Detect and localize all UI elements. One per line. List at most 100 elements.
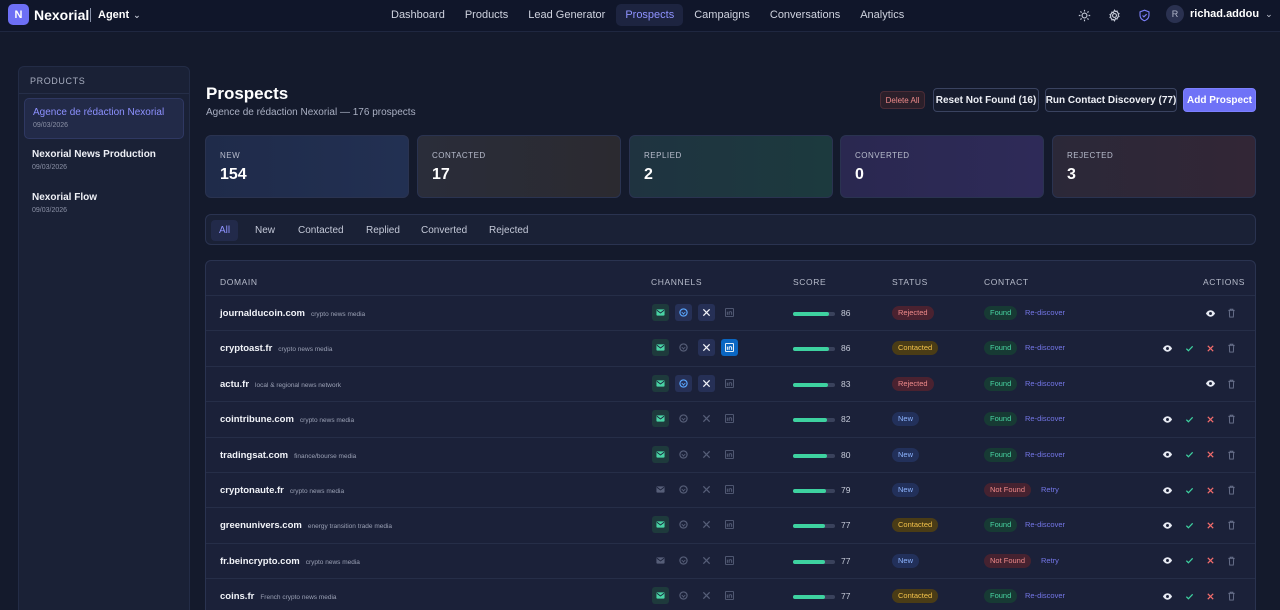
x-icon[interactable] — [698, 446, 715, 463]
nav-item-dashboard[interactable]: Dashboard — [391, 9, 445, 21]
run-contact-discovery-button[interactable]: Run Contact Discovery (77) — [1045, 88, 1177, 112]
nav-item-lead-generator[interactable]: Lead Generator — [528, 9, 606, 21]
bluesky-icon[interactable] — [675, 339, 692, 356]
email-icon[interactable] — [652, 374, 669, 392]
status-badge[interactable]: Rejected — [892, 376, 934, 391]
re-discover-link[interactable]: Re-discover — [1025, 414, 1066, 424]
status-badge[interactable]: Contacted — [892, 518, 939, 533]
retry-link[interactable]: Retry — [1041, 555, 1059, 565]
domain-cell[interactable]: cryptonaute.fr crypto news media — [220, 485, 344, 496]
nav-item-analytics[interactable]: Analytics — [860, 9, 905, 21]
status-badge[interactable]: New — [892, 412, 920, 427]
retry-link[interactable]: Retry — [1041, 485, 1059, 494]
bluesky-icon[interactable] — [675, 516, 692, 533]
view-icon[interactable] — [1160, 518, 1174, 532]
nav-item-prospects[interactable]: Prospects — [616, 4, 684, 26]
sun-icon[interactable] — [1076, 7, 1092, 23]
email-icon[interactable] — [652, 304, 669, 321]
nav-item-products[interactable]: Products — [464, 9, 509, 21]
trash-icon[interactable] — [1224, 377, 1238, 391]
bluesky-icon[interactable] — [675, 374, 692, 392]
view-icon[interactable] — [1203, 377, 1217, 391]
trash-icon[interactable] — [1224, 554, 1238, 568]
re-discover-link[interactable]: Re-discover — [1025, 520, 1066, 530]
close-icon[interactable] — [1203, 448, 1217, 462]
re-discover-link[interactable]: Re-discover — [1025, 591, 1066, 601]
logo-badge[interactable]: N — [8, 4, 29, 25]
x-icon[interactable] — [698, 339, 715, 357]
shield-icon[interactable] — [1136, 7, 1152, 23]
column-header-domain[interactable]: DOMAIN — [220, 277, 258, 287]
check-icon[interactable] — [1182, 483, 1196, 497]
linkedin-icon[interactable] — [721, 516, 738, 533]
status-badge[interactable]: Contacted — [892, 341, 939, 356]
view-icon[interactable] — [1160, 341, 1174, 355]
brand-name[interactable]: Nexorial — [34, 7, 90, 23]
user-menu[interactable]: R richad.addou ⌄ — [1166, 5, 1273, 23]
trash-icon[interactable] — [1224, 341, 1238, 355]
re-discover-link[interactable]: Re-discover — [1025, 449, 1066, 459]
view-icon[interactable] — [1160, 483, 1174, 497]
table-row[interactable]: coins.fr French crypto news media 77 Contac… — [206, 578, 1255, 610]
table-row[interactable]: greenunivers.com energy transition trade … — [206, 507, 1255, 542]
email-icon[interactable] — [652, 339, 669, 357]
sidebar-item-nexorial-flow[interactable]: Nexorial Flow 09/03/2026 — [24, 184, 184, 225]
x-icon[interactable] — [698, 304, 715, 321]
domain-cell[interactable]: journalducoin.com crypto news media — [220, 308, 365, 319]
view-icon[interactable] — [1203, 306, 1217, 320]
check-icon[interactable] — [1182, 341, 1196, 355]
x-icon[interactable] — [698, 410, 715, 427]
close-icon[interactable] — [1203, 518, 1217, 532]
column-header-score[interactable]: SCORE — [793, 277, 827, 287]
linkedin-icon[interactable] — [721, 446, 738, 463]
check-icon[interactable] — [1182, 412, 1196, 426]
email-icon[interactable] — [652, 481, 669, 498]
tab-replied[interactable]: Replied — [366, 225, 400, 236]
trash-icon[interactable] — [1224, 306, 1238, 320]
close-icon[interactable] — [1203, 589, 1217, 603]
status-badge[interactable]: Rejected — [892, 306, 934, 320]
tab-new[interactable]: New — [255, 225, 276, 236]
view-icon[interactable] — [1160, 554, 1174, 568]
re-discover-link[interactable]: Re-discover — [1025, 378, 1066, 388]
status-badge[interactable]: Contacted — [892, 589, 939, 604]
status-badge[interactable]: New — [892, 447, 920, 462]
linkedin-icon[interactable] — [721, 587, 738, 604]
linkedin-icon[interactable] — [721, 304, 738, 321]
bluesky-icon[interactable] — [675, 552, 692, 569]
close-icon[interactable] — [1203, 341, 1217, 355]
x-icon[interactable] — [698, 516, 715, 533]
table-row[interactable]: cryptonaute.fr crypto news media 79 New Not … — [206, 472, 1255, 507]
re-discover-link[interactable]: Re-discover — [1025, 343, 1066, 353]
table-row[interactable]: cryptoast.fr crypto news media 86 Contacted… — [206, 330, 1255, 365]
table-row[interactable]: journalducoin.com crypto news media 86 Reje… — [206, 295, 1255, 330]
close-icon[interactable] — [1203, 483, 1217, 497]
email-icon[interactable] — [652, 445, 669, 463]
linkedin-icon[interactable] — [721, 339, 738, 357]
delete-all-button[interactable]: Delete All — [880, 91, 925, 109]
bluesky-icon[interactable] — [675, 446, 692, 463]
linkedin-icon[interactable] — [721, 410, 738, 427]
check-icon[interactable] — [1182, 448, 1196, 462]
re-discover-link[interactable]: Re-discover — [1025, 308, 1066, 317]
tab-converted[interactable]: Converted — [421, 225, 468, 236]
nav-item-conversations[interactable]: Conversations — [769, 9, 841, 21]
domain-cell[interactable]: cryptoast.fr crypto news media — [220, 343, 332, 354]
column-header-status[interactable]: STATUS — [892, 277, 928, 287]
x-icon[interactable] — [698, 552, 715, 569]
agent-selector[interactable]: Agent ⌄ — [98, 9, 141, 21]
table-row[interactable]: tradingsat.com finance/bourse media 80 New F… — [206, 436, 1255, 472]
table-row[interactable]: cointribune.com crypto news media 82 New Fou… — [206, 401, 1255, 436]
view-icon[interactable] — [1160, 448, 1174, 462]
nav-item-campaigns[interactable]: Campaigns — [694, 9, 750, 21]
sidebar-item-nexorial-news-production[interactable]: Nexorial News Production 09/03/2026 — [24, 141, 184, 182]
check-icon[interactable] — [1182, 589, 1196, 603]
x-icon[interactable] — [698, 481, 715, 498]
check-icon[interactable] — [1182, 518, 1196, 532]
table-row[interactable]: actu.fr local & regional news network 83 Re… — [206, 365, 1255, 401]
trash-icon[interactable] — [1224, 518, 1238, 532]
domain-cell[interactable]: fr.beincrypto.com crypto news media — [220, 556, 360, 567]
email-icon[interactable] — [652, 410, 669, 428]
domain-cell[interactable]: actu.fr local & regional news network — [220, 379, 341, 390]
sidebar-item-agence-de-r-daction-nexorial[interactable]: Agence de rédaction Nexorial 09/03/2026 — [24, 98, 184, 139]
